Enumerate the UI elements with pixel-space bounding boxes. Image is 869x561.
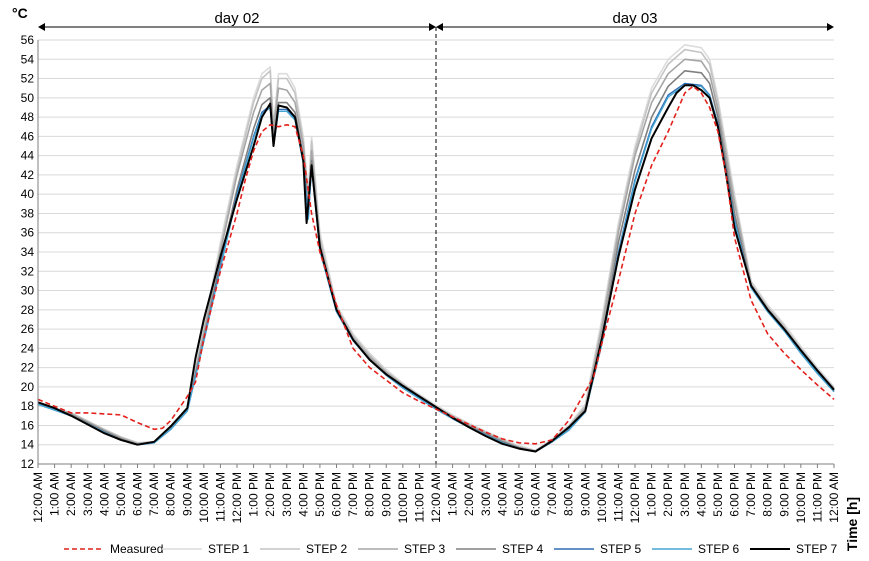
- x-tick-label: 6:00 PM: [330, 472, 344, 517]
- x-tick-label: 8:00 PM: [761, 472, 775, 517]
- x-axis-title: Time [h]: [844, 497, 860, 551]
- axes: [37, 40, 835, 468]
- x-tick-label: 9:00 AM: [578, 472, 592, 516]
- x-tick-label: 12:00 AM: [827, 472, 841, 523]
- x-tick-label: 1:00 PM: [645, 472, 659, 517]
- x-tick-label: 9:00 PM: [379, 472, 393, 517]
- legend-label: STEP 7: [796, 542, 837, 556]
- y-tick-label: 28: [21, 303, 35, 317]
- x-tick-label: 2:00 PM: [263, 472, 277, 517]
- y-tick-label: 38: [21, 206, 35, 220]
- legend-label: STEP 1: [208, 542, 249, 556]
- y-tick-label: 48: [21, 110, 35, 124]
- legend-label: STEP 3: [404, 542, 445, 556]
- x-tick-label: 11:00 AM: [611, 472, 625, 522]
- y-tick-label: 54: [21, 52, 35, 66]
- legend-label: Measured: [110, 542, 163, 556]
- x-tick-label: 10:00 PM: [396, 472, 410, 523]
- y-tick-label: 16: [21, 418, 35, 432]
- x-tick-label: 2:00 PM: [661, 472, 675, 517]
- x-tick-label: 4:00 AM: [495, 472, 509, 516]
- day-label: day 02: [214, 10, 259, 27]
- y-tick-label: 24: [21, 341, 35, 355]
- x-tick-label: 12:00 AM: [31, 472, 45, 523]
- x-tick-label: 7:00 AM: [545, 472, 559, 516]
- legend-label: STEP 2: [306, 542, 347, 556]
- x-tick-label: 7:00 PM: [744, 472, 758, 517]
- x-tick-label: 6:00 AM: [131, 472, 145, 516]
- x-tick-label: 11:00 PM: [412, 472, 426, 522]
- x-tick-label: 12:00 PM: [628, 472, 642, 523]
- x-tick-label: 5:00 AM: [114, 472, 128, 516]
- x-tick-label: 1:00 PM: [247, 472, 261, 517]
- y-tick-label: 50: [21, 91, 35, 105]
- x-tick-label: 10:00 AM: [595, 472, 609, 523]
- series-line-step-7: [37, 84, 835, 453]
- x-tick-label: 12:00 PM: [230, 472, 244, 523]
- x-tick-label: 4:00 PM: [694, 472, 708, 517]
- x-tick-label: 5:00 PM: [313, 472, 327, 517]
- x-tick-label: 2:00 AM: [462, 472, 476, 516]
- day-label: day 03: [612, 10, 657, 27]
- legend-label: STEP 4: [502, 542, 543, 556]
- x-tick-label: 7:00 PM: [346, 472, 360, 517]
- legend-label: STEP 6: [698, 542, 739, 556]
- series-line-step-2: [37, 48, 835, 452]
- x-tick-label: 10:00 AM: [197, 472, 211, 523]
- y-tick-label: 44: [21, 149, 35, 163]
- x-tick-label: 8:00 AM: [164, 472, 178, 516]
- y-tick-label: 20: [21, 380, 35, 394]
- day-arrow-head-left: [436, 23, 443, 31]
- day-arrow-head-right: [429, 23, 436, 31]
- x-tick-label: 1:00 AM: [446, 472, 460, 516]
- y-tick-label: 30: [21, 284, 35, 298]
- x-tick-label: 12:00 AM: [429, 472, 443, 523]
- y-tick-label: 40: [21, 187, 35, 201]
- x-tick-label: 3:00 PM: [678, 472, 692, 517]
- x-tick-label: 2:00 AM: [64, 472, 78, 516]
- x-tick-label: 5:00 PM: [711, 472, 725, 517]
- x-tick-label: 10:00 PM: [794, 472, 808, 523]
- y-tick-label: 18: [21, 399, 35, 413]
- y-tick-label: 46: [21, 129, 35, 143]
- y-tick-label: 56: [21, 33, 35, 47]
- y-tick-label: 52: [21, 72, 35, 86]
- day-arrow-head-right: [827, 23, 834, 31]
- y-tick-label: 14: [21, 438, 35, 452]
- series-line-measured: [37, 85, 835, 445]
- legend-label: STEP 5: [600, 542, 641, 556]
- y-tick-label: 32: [21, 264, 35, 278]
- y-tick-label: 22: [21, 361, 35, 375]
- x-axis-ticks: 12:00 AM 1:00 AM 2:00 AM 3:00 AM 4:00 AM 5:00…: [31, 472, 841, 523]
- y-tick-label: 36: [21, 226, 35, 240]
- day-arrow-head-left: [38, 23, 45, 31]
- x-tick-label: 1:00 AM: [48, 472, 62, 516]
- x-tick-label: 7:00 AM: [147, 472, 161, 516]
- y-tick-label: 34: [21, 245, 35, 259]
- x-tick-label: 3:00 AM: [479, 472, 493, 516]
- x-tick-label: 4:00 PM: [296, 472, 310, 517]
- x-tick-label: 5:00 AM: [512, 472, 526, 516]
- x-tick-label: 6:00 PM: [728, 472, 742, 517]
- y-axis-ticks: 12 14 16 18 20 22 24 26 28 30 32 34 36 38 40 42 44 46 48 50…: [21, 33, 35, 471]
- x-tick-label: 8:00 AM: [562, 472, 576, 516]
- x-tick-label: 8:00 PM: [363, 472, 377, 517]
- x-tick-label: 9:00 PM: [777, 472, 791, 517]
- x-tick-label: 9:00 AM: [180, 472, 194, 516]
- x-tick-label: 3:00 AM: [81, 472, 95, 516]
- x-tick-label: 6:00 AM: [529, 472, 543, 516]
- x-tick-label: 4:00 AM: [97, 472, 111, 516]
- y-tick-label: 26: [21, 322, 35, 336]
- y-tick-label: 12: [21, 457, 35, 471]
- x-tick-label: 11:00 AM: [213, 472, 227, 522]
- x-tick-label: 11:00 PM: [810, 472, 824, 522]
- series-lines: [37, 44, 835, 453]
- day-annotations: day 02 day 03: [38, 10, 834, 464]
- legend: Measured STEP 1 STEP 2 STEP 3 STEP 4 STEP 5 ST…: [64, 542, 837, 556]
- x-tick-label: 3:00 PM: [280, 472, 294, 517]
- y-tick-label: 42: [21, 168, 35, 182]
- y-axis-title: °C: [12, 5, 28, 21]
